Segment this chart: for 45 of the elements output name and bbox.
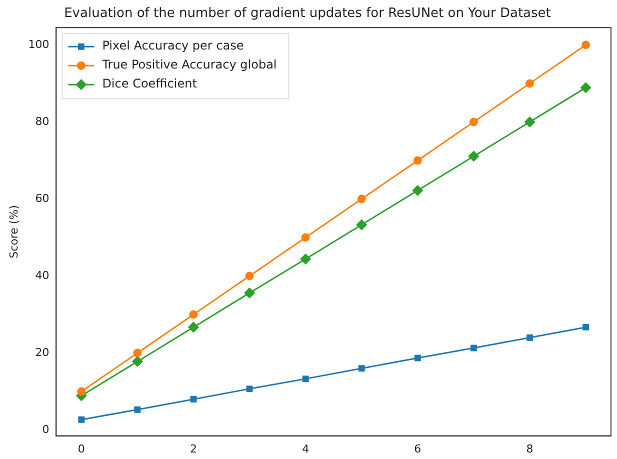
point bbox=[414, 354, 421, 362]
point bbox=[189, 310, 198, 319]
point bbox=[356, 220, 367, 230]
point bbox=[134, 406, 141, 413]
point bbox=[524, 116, 535, 128]
y-tick-label: 60 bbox=[35, 192, 50, 205]
point bbox=[413, 156, 422, 165]
chart-title: Evaluation of the number of gradient updates for ResUNet on Your Dataset bbox=[64, 6, 551, 22]
x-tick-label: 0 bbox=[78, 442, 85, 456]
point bbox=[470, 344, 477, 352]
y-tick-label: 0 bbox=[42, 422, 50, 436]
point bbox=[358, 365, 365, 372]
x-tick-label: 4 bbox=[302, 442, 310, 456]
x-tick-label: 6 bbox=[414, 442, 422, 456]
x-tick-label: 8 bbox=[526, 442, 534, 456]
point bbox=[468, 150, 479, 162]
point bbox=[246, 386, 253, 392]
point bbox=[412, 185, 423, 196]
legend-label: True Positive Accuracy global bbox=[101, 58, 277, 72]
point bbox=[582, 40, 590, 50]
x-tick-label: 2 bbox=[190, 442, 197, 456]
point bbox=[525, 79, 534, 88]
point bbox=[244, 288, 255, 298]
point bbox=[133, 348, 142, 358]
point bbox=[357, 194, 366, 204]
point bbox=[300, 254, 311, 264]
y-tick-label: 80 bbox=[35, 114, 50, 128]
point bbox=[132, 356, 143, 367]
legend-label: Pixel Accuracy per case bbox=[102, 38, 244, 53]
y-tick-label: 20 bbox=[35, 346, 50, 359]
point bbox=[188, 322, 199, 332]
point bbox=[301, 233, 310, 242]
y-tick-label: 100 bbox=[28, 38, 50, 51]
point bbox=[77, 387, 86, 396]
point bbox=[190, 396, 197, 402]
point bbox=[78, 416, 85, 423]
y-tick-label: 40 bbox=[35, 268, 50, 282]
point bbox=[582, 324, 590, 330]
point bbox=[469, 118, 478, 126]
point bbox=[526, 334, 533, 341]
point bbox=[245, 272, 254, 280]
point bbox=[580, 82, 592, 93]
y-axis-title: Score (%) bbox=[7, 205, 20, 258]
point bbox=[302, 376, 309, 382]
legend-label: Dice Coefficient bbox=[102, 76, 198, 91]
